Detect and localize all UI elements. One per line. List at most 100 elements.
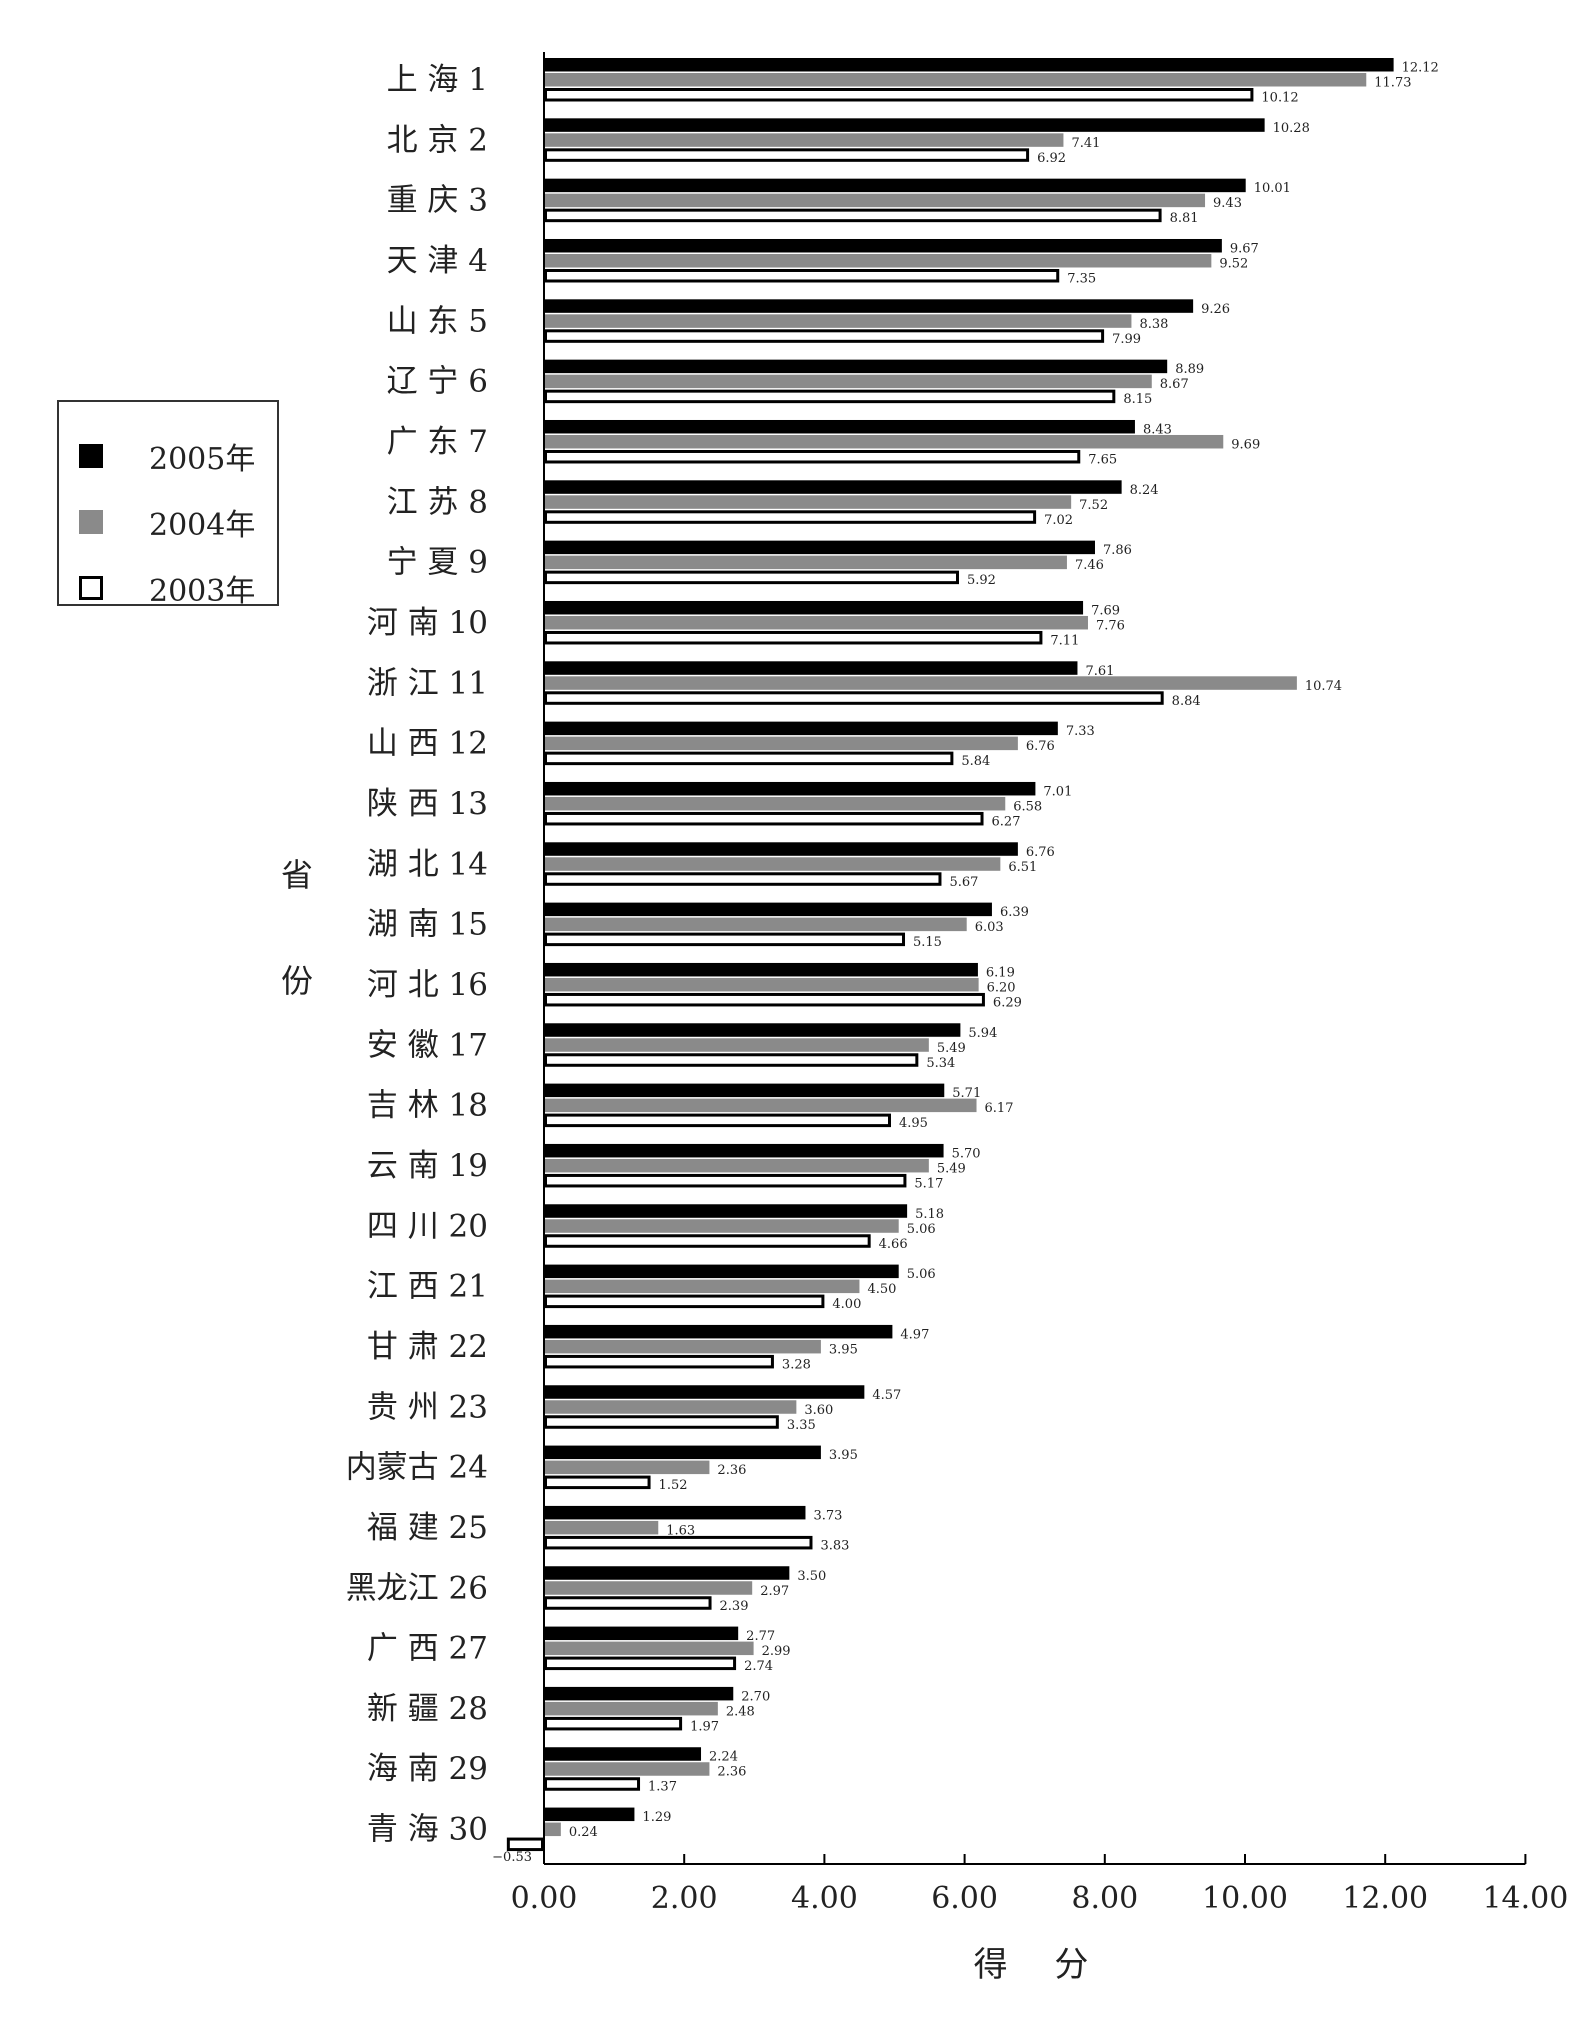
data-label-2004: 6.76 [1026, 739, 1055, 754]
bar-2004 [544, 857, 1001, 871]
bar-2004 [544, 1279, 860, 1294]
data-label-2005: 5.71 [952, 1086, 981, 1101]
data-label-2005: 7.69 [1091, 603, 1120, 618]
x-tick-label: 10.00 [1202, 1881, 1288, 1916]
data-label-2004: 10.74 [1305, 679, 1342, 694]
legend-swatch-2003 [79, 576, 103, 600]
data-label-2004: 4.50 [867, 1282, 896, 1297]
bar-2003 [544, 148, 1030, 162]
bar-2005 [544, 721, 1058, 736]
bar-2005 [544, 1686, 734, 1701]
data-label-2003: 7.99 [1112, 332, 1141, 347]
category-label: 安 徽 17 [367, 1027, 488, 1063]
bar-2005 [544, 238, 1222, 253]
bar-2004 [544, 1822, 561, 1837]
bar-2005 [544, 1566, 790, 1580]
category-label: 云 南 19 [367, 1148, 488, 1184]
legend-swatch-2005 [79, 444, 103, 468]
category-label: 贵 州 23 [367, 1389, 488, 1425]
data-label-2004: 7.52 [1079, 498, 1108, 513]
bar-2004 [544, 1158, 929, 1173]
y-axis-title-char-2: 份 [281, 962, 313, 1000]
x-tick-label: 4.00 [791, 1881, 858, 1916]
legend-swatch-2004 [79, 510, 103, 534]
data-label-2004: 0.24 [569, 1825, 598, 1840]
bar-2003 [544, 1354, 774, 1369]
bar-2005 [544, 178, 1246, 193]
bar-2003 [544, 872, 942, 886]
category-label: 江 苏 8 [387, 484, 488, 520]
bar-2003 [544, 1716, 683, 1731]
data-label-2005: 6.19 [986, 965, 1015, 980]
data-label-2004: 7.41 [1071, 136, 1100, 151]
data-label-2005: 9.26 [1201, 302, 1230, 317]
category-label: 上 海 1 [387, 62, 488, 98]
bar-2003 [544, 570, 959, 585]
data-label-2004: 2.99 [762, 1644, 791, 1659]
bar-2005 [544, 1747, 702, 1761]
x-axis [543, 52, 1526, 1865]
bar-2004 [544, 676, 1297, 690]
bar-2003 [544, 1475, 651, 1490]
data-label-2005: 4.97 [900, 1327, 929, 1342]
bar-2005 [544, 962, 978, 977]
bar-2005 [544, 1626, 739, 1641]
bar-2005 [544, 299, 1194, 313]
bar-2003 [544, 992, 985, 1007]
bar-2003 [544, 208, 1162, 223]
bar-2005 [544, 359, 1168, 374]
bar-2005 [544, 1143, 944, 1158]
category-label: 广 西 27 [367, 1631, 488, 1667]
category-label: 山 西 12 [367, 726, 488, 762]
bar-2003 [506, 1837, 544, 1852]
data-label-2004: 5.49 [937, 1161, 966, 1176]
data-label-2004: 6.58 [1013, 799, 1042, 814]
data-label-2004: 2.48 [726, 1704, 755, 1719]
data-label-2003: 3.28 [782, 1357, 811, 1372]
bar-2003 [544, 1234, 871, 1248]
data-label-2004: 2.36 [717, 1463, 746, 1478]
data-label-2003: 5.17 [914, 1176, 943, 1191]
x-tick-label: 14.00 [1482, 1881, 1568, 1916]
data-label-2003: 4.66 [879, 1237, 908, 1252]
category-label-group: 上 海 1 北 京 2 重 庆 3 天 津 4 山 东 5 辽 宁 6 广 东 7 江 苏 8… [346, 62, 488, 1848]
bar-2004 [544, 736, 1018, 751]
category-label: 湖 北 14 [367, 846, 488, 882]
data-label-2004: 9.69 [1231, 437, 1260, 452]
x-tick-group: 0.00 2.00 4.00 6.00 8.00 10.00 12.00 14.00 [511, 1854, 1568, 1916]
bar-2003 [544, 1656, 737, 1671]
category-label: 重 庆 3 [387, 183, 488, 219]
data-label-2005: 6.39 [1000, 905, 1029, 920]
bar-2004 [544, 495, 1072, 509]
bar-2004 [544, 1641, 754, 1656]
data-label-2003: 6.27 [992, 814, 1021, 829]
bar-2004 [544, 73, 1367, 87]
data-label-2004: 11.73 [1374, 76, 1411, 91]
category-label: 甘 肃 22 [367, 1329, 488, 1365]
data-label-2003: 4.00 [832, 1297, 861, 1312]
bar-2003 [544, 329, 1105, 343]
data-label-2004: 2.36 [717, 1765, 746, 1780]
bar-2003 [544, 1113, 891, 1128]
data-label-2003: 4.95 [899, 1116, 928, 1131]
x-tick-label: 0.00 [511, 1881, 578, 1916]
bar-2004 [544, 434, 1224, 449]
category-label: 吉 林 18 [367, 1088, 488, 1124]
data-label-2005: 3.95 [829, 1448, 858, 1463]
bar-2005 [544, 540, 1095, 555]
bar-2004 [544, 555, 1067, 570]
bar-2005 [544, 661, 1078, 675]
bar-2005 [544, 1204, 908, 1218]
bar-2003 [544, 1053, 919, 1067]
category-label: 陕 西 13 [367, 786, 488, 822]
data-label-2005: 7.33 [1066, 724, 1095, 739]
bar-2003 [544, 510, 1037, 524]
data-label-2003: 5.67 [949, 875, 978, 890]
bar-2004 [544, 796, 1006, 811]
data-label-2004: 9.52 [1219, 256, 1248, 271]
bar-2003 [544, 1173, 907, 1188]
bar-2003 [544, 268, 1060, 283]
data-label-2005: 2.77 [746, 1629, 775, 1644]
